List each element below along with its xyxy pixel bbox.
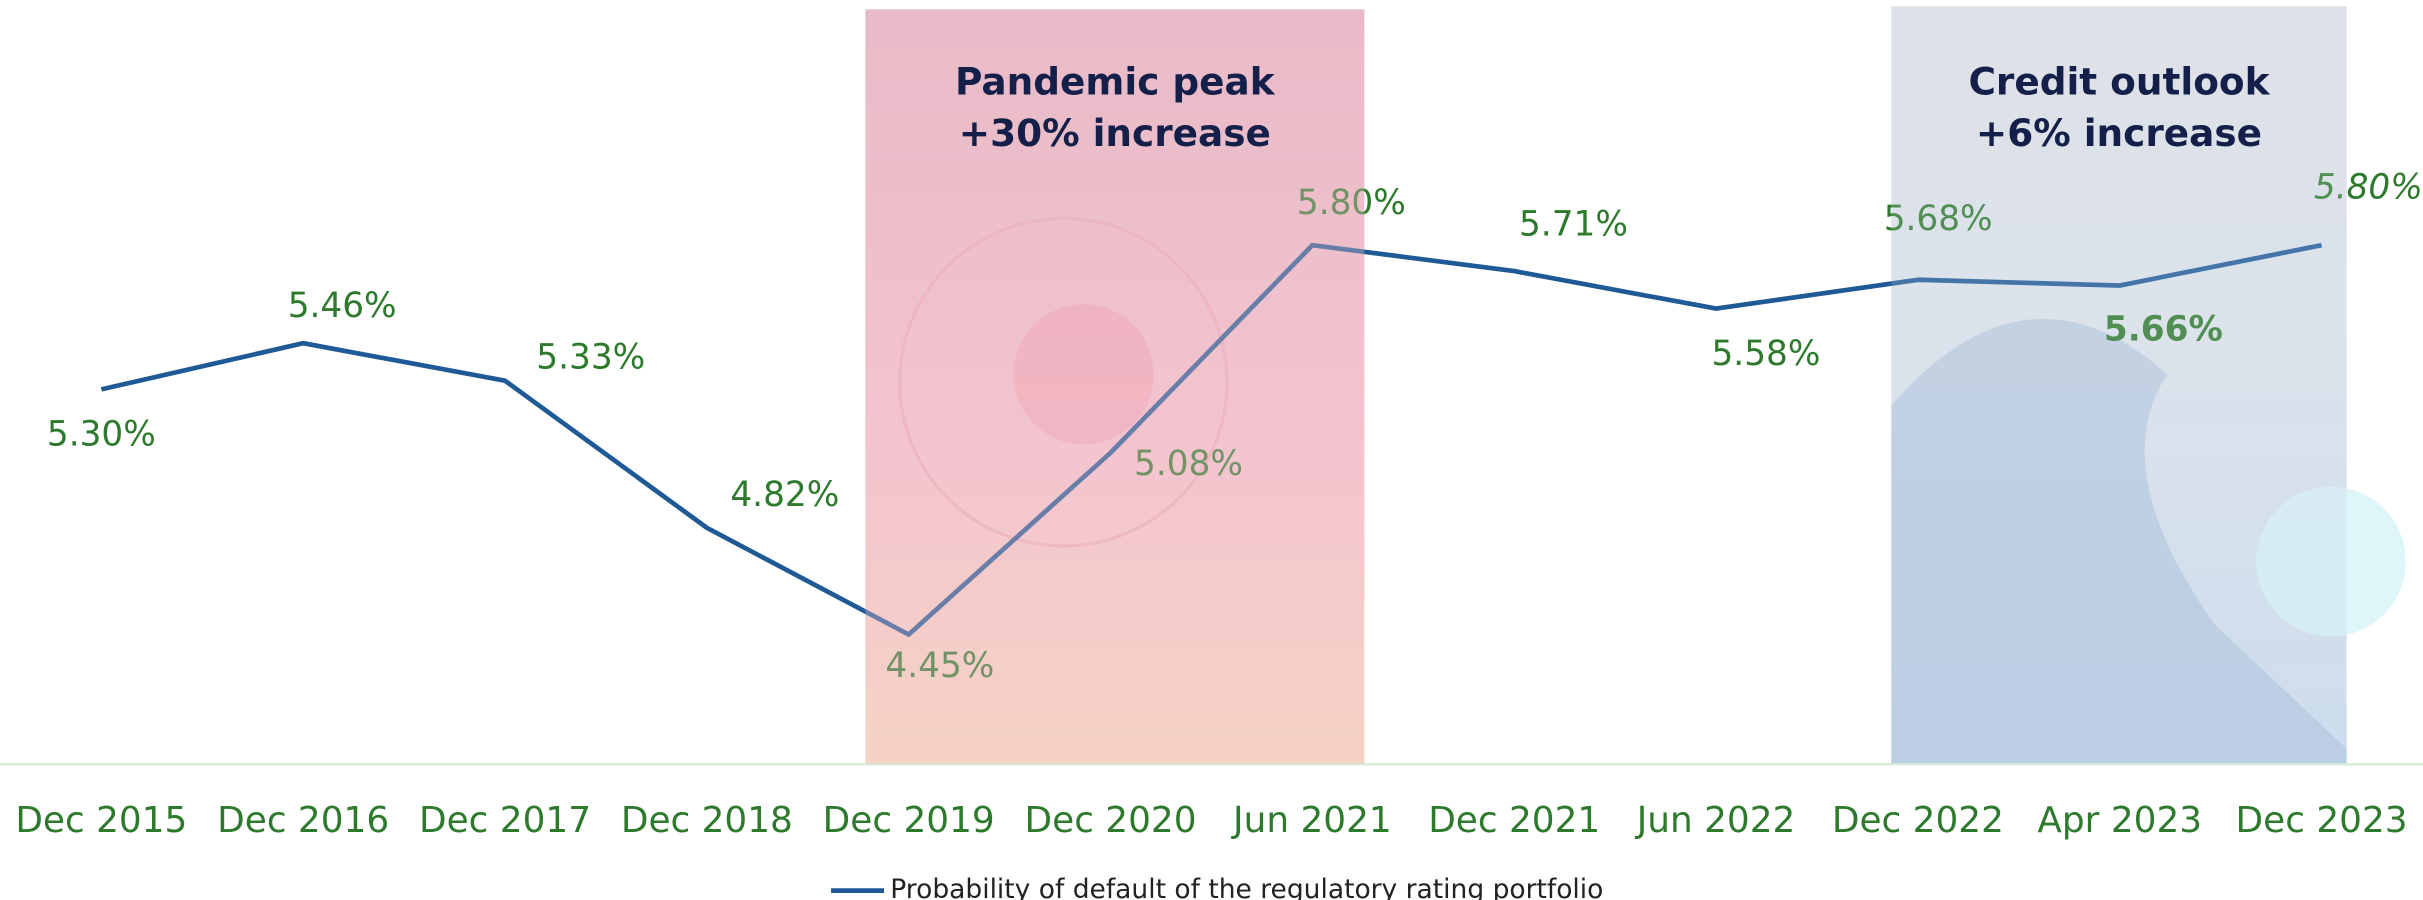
data-label: 5.58% bbox=[1711, 334, 1820, 374]
x-tick-label: Dec 2018 bbox=[621, 800, 793, 841]
x-tick-label: Dec 2016 bbox=[217, 800, 389, 841]
data-label: 5.30% bbox=[47, 415, 156, 455]
data-label: 5.46% bbox=[288, 286, 397, 326]
annotation: +6% increase bbox=[1976, 111, 2262, 155]
x-tick-label: Dec 2017 bbox=[419, 800, 591, 841]
x-tick-label: Jun 2021 bbox=[1231, 800, 1392, 841]
annotation: Credit outlook bbox=[1968, 60, 2270, 104]
x-tick-label: Dec 2020 bbox=[1025, 800, 1197, 841]
x-tick-label: Apr 2023 bbox=[2037, 800, 2202, 841]
chart: Dec 2015 Dec 2016 Dec 2017 Dec 2018 Dec 2019… bbox=[0, 0, 2423, 900]
x-tick-label: Dec 2022 bbox=[1832, 800, 2004, 841]
annotation: Pandemic peak bbox=[955, 60, 1276, 104]
x-tick-label: Dec 2015 bbox=[15, 800, 187, 841]
annotation: +30% increase bbox=[959, 111, 1271, 155]
data-label: 5.33% bbox=[536, 337, 645, 377]
x-tick-label: Dec 2019 bbox=[823, 800, 995, 841]
x-tick-label: Dec 2021 bbox=[1428, 800, 1600, 841]
legend-label: Probability of default of the regulatory… bbox=[890, 874, 1603, 900]
data-label: 4.82% bbox=[730, 475, 839, 515]
x-tick-label: Dec 2023 bbox=[2236, 800, 2408, 841]
data-label: 5.71% bbox=[1519, 204, 1628, 244]
page: {"chart_data": {"type": "line", "categor… bbox=[0, 0, 2423, 900]
x-tick-label: Jun 2022 bbox=[1635, 800, 1796, 841]
